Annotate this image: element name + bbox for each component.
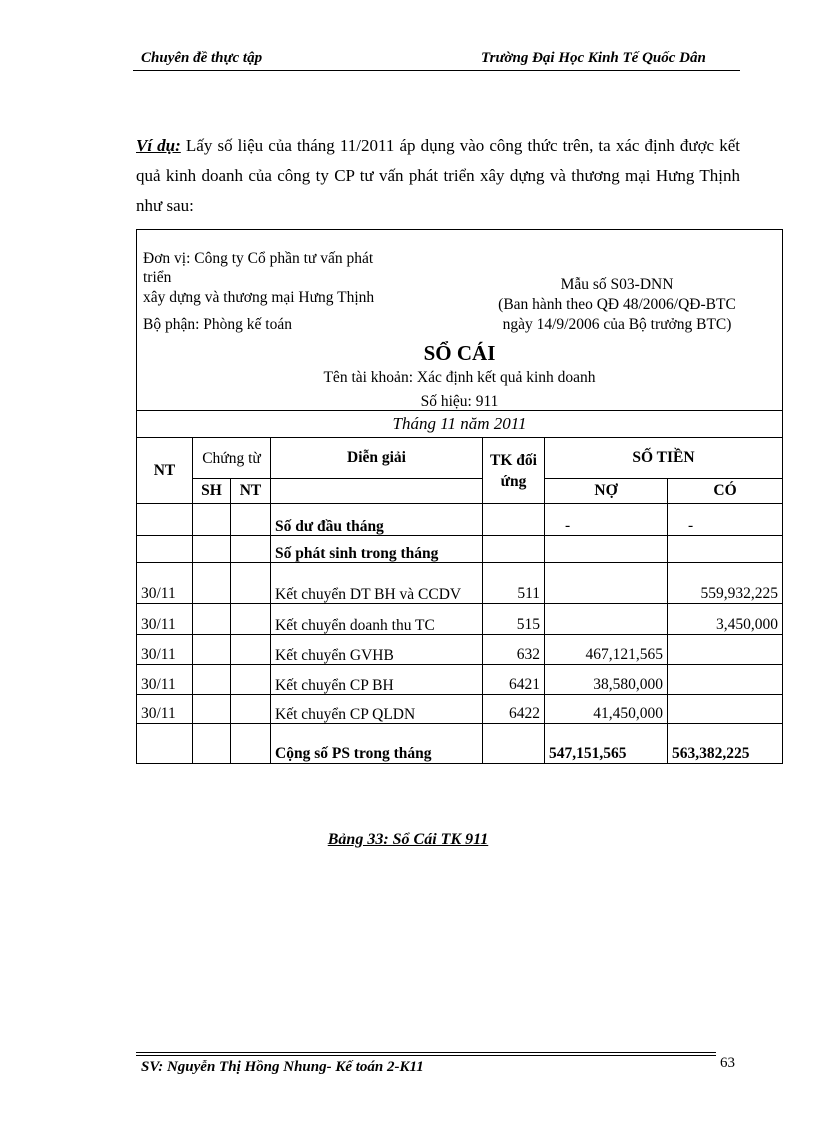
cell-credit (667, 664, 783, 695)
intro-lead: Ví dụ: (136, 136, 181, 155)
col-tk: TK đối ứng (482, 437, 545, 504)
total-credit: 563,382,225 (667, 723, 783, 764)
cell-credit (667, 694, 783, 724)
cell-credit: 559,932,225 (667, 562, 783, 604)
ledger-table: Tháng 11 năm 2011 NT Chứng từ Diễn giải … (136, 410, 783, 764)
cell-nt (136, 535, 193, 563)
table-row: Số phát sinh trong tháng (136, 535, 783, 563)
cell-credit: 3,450,000 (667, 603, 783, 635)
cell-debit: 467,121,565 (544, 634, 668, 665)
department: Bộ phận: Phòng kế toán (143, 316, 292, 333)
cell-nt: 30/11 (136, 694, 193, 724)
page-number: 63 (720, 1055, 735, 1071)
form-issued: (Ban hành theo QĐ 48/2006/QĐ-BTC (498, 296, 736, 313)
cell-credit (667, 634, 783, 665)
total-row: Cộng số PS trong tháng 547,151,565 563,3… (136, 723, 783, 764)
col-sh: SH (192, 478, 231, 504)
cell-credit: - (667, 503, 783, 536)
cell-tk: 632 (482, 634, 545, 665)
unit-line3: xây dựng và thương mại Hưng Thịnh (143, 289, 375, 306)
ledger-header-box: Đơn vị: Công ty Cổ phần tư vấn phát triể… (136, 229, 783, 411)
total-desc: Cộng số PS trong tháng (270, 723, 483, 764)
cell-debit: 38,580,000 (544, 664, 668, 695)
cell-desc: Kết chuyển CP BH (270, 664, 483, 695)
header-rule (133, 70, 740, 71)
col-voucher-nt: NT (230, 478, 271, 504)
cell-tk: 6421 (482, 664, 545, 695)
col-voucher: Chứng từ (192, 437, 271, 479)
footer-rule (136, 1052, 716, 1053)
ledger-title: SỔ CÁI (423, 341, 496, 365)
footer-author: SV: Nguyễn Thị Hồng Nhung- Kế toán 2-K11 (141, 1059, 424, 1075)
table-row: 30/11 Kết chuyển GVHB 632 467,121,565 (136, 634, 783, 665)
account-no: Số hiệu: 911 (420, 393, 499, 410)
cell-desc: Kết chuyển DT BH và CCDV (270, 562, 483, 604)
cell-desc: Kết chuyển CP QLDN (270, 694, 483, 724)
table-caption: Bảng 33: Sổ Cái TK 911 (327, 831, 489, 848)
cell-tk (482, 535, 545, 563)
cell-nt: 30/11 (136, 562, 193, 604)
cell-debit: - (544, 503, 668, 536)
cell-debit: 41,450,000 (544, 694, 668, 724)
cell-nt (136, 503, 193, 536)
cell-nt: 30/11 (136, 664, 193, 695)
cell-desc: Số dư đầu tháng (270, 503, 483, 536)
cell-desc: Kết chuyển GVHB (270, 634, 483, 665)
cell-tk: 515 (482, 603, 545, 635)
form-date: ngày 14/9/2006 của Bộ trưởng BTC) (502, 316, 732, 333)
cell-debit (544, 603, 668, 635)
table-row: 30/11 Kết chuyển CP QLDN 6422 41,450,000 (136, 694, 783, 724)
cell-credit (667, 535, 783, 563)
col-credit: CÓ (667, 478, 783, 504)
cell-tk: 511 (482, 562, 545, 604)
cell-debit (544, 535, 668, 563)
cell-desc: Kết chuyển doanh thu TC (270, 603, 483, 635)
cell-tk (482, 503, 545, 536)
table-row: Số dư đầu tháng - - (136, 503, 783, 536)
table-row: 30/11 Kết chuyển DT BH và CCDV 511 559,932,… (136, 562, 783, 604)
period-row: Tháng 11 năm 2011 (136, 410, 783, 438)
table-row: 30/11 Kết chuyển doanh thu TC 515 3,450,000 (136, 603, 783, 635)
header-right: Trường Đại Học Kinh Tế Quốc Dân (481, 50, 706, 66)
col-desc: Diễn giải (270, 437, 483, 479)
cell-debit (544, 562, 668, 604)
form-no: Mẫu số S03-DNN (560, 276, 674, 293)
cell-nt: 30/11 (136, 634, 193, 665)
intro-paragraph: Ví dụ: Lấy số liệu của tháng 11/2011 áp … (136, 131, 740, 221)
cell-nt: 30/11 (136, 603, 193, 635)
account-name: Tên tài khoản: Xác định kết quả kinh doa… (323, 369, 596, 386)
unit-line1: Đơn vị: Công ty Cổ phần tư vấn phát (143, 250, 374, 267)
header-left: Chuyên đề thực tập (141, 50, 263, 66)
intro-text: Lấy số liệu của tháng 11/2011 áp dụng và… (136, 136, 740, 215)
cell-tk: 6422 (482, 694, 545, 724)
col-amount: SỐ TIỀN (544, 437, 783, 479)
unit-line2: triển (143, 269, 172, 286)
col-debit: NỢ (544, 478, 668, 504)
total-debit: 547,151,565 (544, 723, 668, 764)
cell-desc: Số phát sinh trong tháng (270, 535, 483, 563)
table-row: 30/11 Kết chuyển CP BH 6421 38,580,000 (136, 664, 783, 695)
col-nt: NT (136, 437, 193, 504)
